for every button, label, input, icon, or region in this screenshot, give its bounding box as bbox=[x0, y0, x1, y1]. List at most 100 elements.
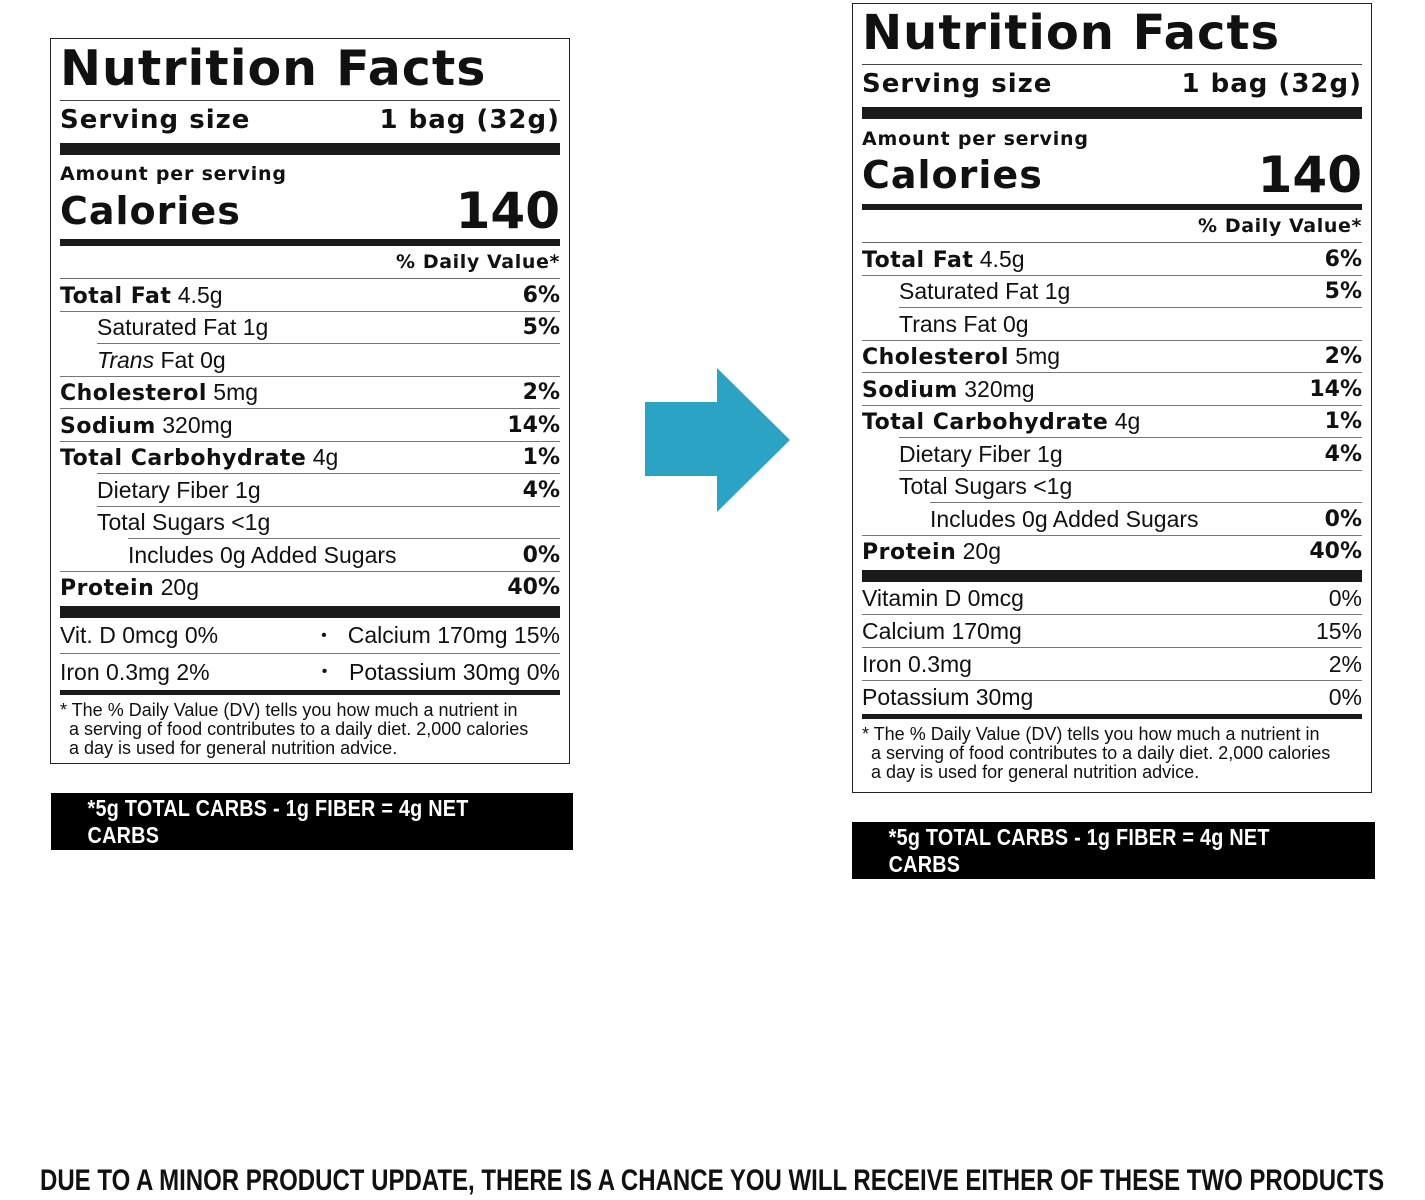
row-divider bbox=[97, 505, 560, 507]
nutrient-row: Saturated Fat 1g 5% bbox=[862, 276, 1362, 308]
nutrient-row: Dietary Fiber 1g 4% bbox=[862, 438, 1362, 471]
row-divider bbox=[60, 440, 560, 442]
old-net-carbs-banner: *5g TOTAL CARBS - 1g FIBER = 4g NET CARB… bbox=[51, 793, 573, 850]
new-calories-row: Calories 140 bbox=[862, 146, 1362, 204]
nutrient-daily-value: 40% bbox=[507, 575, 560, 601]
old-serving-size-row: Serving size 1 bag (32g) bbox=[60, 101, 560, 139]
nutrient-row: Includes 0g Added Sugars 0% bbox=[862, 503, 1362, 536]
nutrient-name: Dietary Fiber 1g bbox=[899, 440, 1063, 467]
new-serving-size-row: Serving size 1 bag (32g) bbox=[862, 65, 1362, 103]
vitamin-right: Calcium 170mg 15% bbox=[347, 622, 560, 648]
nutrient-row: Total Fat 4.5g 6% bbox=[862, 243, 1362, 276]
old-thick-rule-2 bbox=[60, 239, 560, 246]
old-thick-rule-1 bbox=[60, 143, 560, 155]
row-divider bbox=[899, 307, 1362, 308]
new-thick-rule-4 bbox=[862, 714, 1362, 719]
vitamin-row: Vit. D 0mcg 0% • Calcium 170mg 15% bbox=[60, 618, 560, 654]
vitamin-name: Calcium 170mg bbox=[862, 617, 1022, 644]
nutrient-name: Total Carbohydrate 4g bbox=[862, 408, 1141, 436]
old-footnote: * The % Daily Value (DV) tells you how m… bbox=[60, 700, 529, 758]
vitamin-row: Calcium 170mg 15% bbox=[862, 615, 1362, 648]
old-serving-size-value: 1 bag (32g) bbox=[379, 105, 560, 135]
new-nutrient-list: Total Fat 4.5g 6% Saturated Fat 1g 5% Trans … bbox=[862, 243, 1362, 568]
vitamin-name: Iron 0.3mg bbox=[862, 650, 972, 677]
new-dv-header: % Daily Value* bbox=[862, 210, 1362, 243]
vitamin-daily-value: 2% bbox=[1328, 650, 1362, 677]
nutrient-daily-value: 1% bbox=[522, 445, 560, 471]
row-divider bbox=[862, 274, 1362, 276]
nutrient-daily-value: 40% bbox=[1309, 539, 1362, 565]
old-vitamin-list: Vit. D 0mcg 0% • Calcium 170mg 15% Iron 0.3… bbox=[60, 618, 560, 690]
right-arrow-icon bbox=[645, 368, 790, 512]
nutrient-name: Protein 20g bbox=[60, 574, 199, 602]
new-serving-size-value: 1 bag (32g) bbox=[1181, 69, 1362, 99]
old-serving-size-label: Serving size bbox=[60, 105, 251, 135]
arrow-shape bbox=[645, 368, 790, 512]
new-thick-rule-2 bbox=[862, 204, 1362, 210]
vitamin-daily-value: 0% bbox=[1328, 684, 1362, 710]
old-calories-value: 140 bbox=[455, 182, 560, 240]
new-thick-rule-3 bbox=[862, 570, 1362, 582]
nutrient-daily-value: 6% bbox=[522, 282, 560, 308]
nutrient-daily-value: 2% bbox=[522, 380, 560, 406]
nutrient-name: Dietary Fiber 1g bbox=[97, 476, 261, 503]
nutrient-daily-value: 4% bbox=[1324, 441, 1362, 467]
nutrient-row: Saturated Fat 1g 5% bbox=[60, 312, 560, 344]
nutrient-name: Protein 20g bbox=[862, 538, 1001, 566]
old-amount-per-serving: Amount per serving bbox=[60, 163, 287, 185]
row-divider bbox=[899, 437, 1362, 438]
nutrient-name: Total Sugars <1g bbox=[899, 473, 1073, 500]
vitamin-daily-value: 0% bbox=[1328, 584, 1362, 611]
old-calories-row: Calories 140 bbox=[60, 182, 560, 240]
old-thick-rule-4 bbox=[60, 690, 560, 695]
new-footnote: * The % Daily Value (DV) tells you how m… bbox=[862, 724, 1331, 782]
vitamin-daily-value: 15% bbox=[1315, 617, 1362, 644]
nutrient-daily-value: 4% bbox=[522, 477, 560, 503]
nutrient-row: Trans Fat 0g bbox=[60, 344, 560, 377]
new-calories-value: 140 bbox=[1257, 146, 1362, 204]
old-label-title: Nutrition Facts bbox=[60, 40, 487, 97]
nutrient-daily-value: 0% bbox=[1324, 506, 1362, 532]
nutrient-row: Sodium 320mg 14% bbox=[862, 373, 1362, 406]
nutrient-name: Total Carbohydrate 4g bbox=[60, 444, 339, 472]
new-thick-rule-1 bbox=[862, 107, 1362, 119]
nutrient-daily-value: 14% bbox=[507, 412, 560, 438]
nutrient-row: Total Sugars <1g bbox=[862, 471, 1362, 503]
nutrient-row: Total Sugars <1g bbox=[60, 507, 560, 539]
vitamin-row: Iron 0.3mg 2% bbox=[862, 648, 1362, 681]
row-divider bbox=[60, 310, 560, 312]
nutrient-name: Saturated Fat 1g bbox=[97, 314, 269, 341]
old-dv-header: % Daily Value* bbox=[60, 246, 560, 279]
row-divider bbox=[128, 538, 560, 539]
nutrient-name: Cholesterol 5mg bbox=[60, 379, 259, 407]
new-nutrition-label: Nutrition Facts Serving size 1 bag (32g)… bbox=[852, 3, 1372, 793]
nutrient-row: Cholesterol 5mg 2% bbox=[60, 377, 560, 409]
vitamin-left: Vit. D 0mcg 0% bbox=[60, 622, 219, 648]
nutrient-daily-value: 6% bbox=[1324, 246, 1362, 272]
row-divider bbox=[930, 502, 1362, 503]
vitamin-row: Vitamin D 0mcg 0% bbox=[862, 582, 1362, 615]
nutrient-daily-value: 5% bbox=[522, 315, 560, 341]
nutrient-row: Total Carbohydrate 4g 1% bbox=[862, 406, 1362, 438]
old-nutrition-label: Nutrition Facts Serving size 1 bag (32g)… bbox=[50, 38, 570, 764]
row-divider bbox=[97, 473, 560, 474]
nutrient-name: Trans Fat 0g bbox=[97, 346, 226, 373]
row-divider bbox=[862, 372, 1362, 373]
nutrient-row: Sodium 320mg 14% bbox=[60, 409, 560, 442]
row-divider bbox=[97, 343, 560, 344]
nutrient-row: Includes 0g Added Sugars 0% bbox=[60, 539, 560, 572]
bullet-separator: • bbox=[321, 663, 328, 680]
nutrient-row: Dietary Fiber 1g 4% bbox=[60, 474, 560, 507]
nutrient-name: Total Fat 4.5g bbox=[862, 245, 1025, 273]
row-divider bbox=[899, 469, 1362, 471]
nutrient-name: Cholesterol 5mg bbox=[862, 343, 1061, 371]
nutrient-name: Total Sugars <1g bbox=[97, 509, 271, 536]
row-divider bbox=[60, 408, 560, 409]
vitamin-name: Potassium 30mg bbox=[862, 684, 1034, 710]
vitamin-row: Iron 0.3mg 2% • Potassium 30mg 0% bbox=[60, 654, 560, 690]
nutrient-name: Total Fat 4.5g bbox=[60, 281, 223, 309]
nutrient-name: Trans Fat 0g bbox=[899, 310, 1029, 337]
nutrient-name: Saturated Fat 1g bbox=[899, 278, 1071, 305]
old-calories-label: Calories bbox=[60, 189, 241, 233]
nutrient-daily-value: 5% bbox=[1324, 279, 1362, 305]
